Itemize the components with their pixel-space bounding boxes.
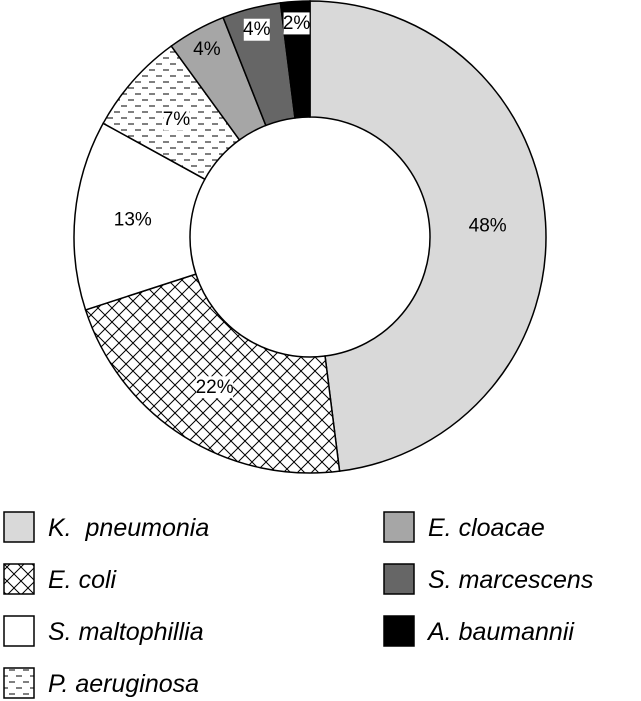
legend-swatch-p-aeruginosa (3, 667, 35, 699)
slice-label-e-cloacae: 4% (193, 39, 221, 60)
legend-label-p-aeruginosa: P. aeruginosa (48, 670, 199, 698)
legend-swatch-s-maltophillia (3, 615, 35, 647)
legend-swatch-e-cloacae (383, 511, 415, 543)
slice-label-bg-p-aeruginosa (163, 108, 190, 131)
slice-label-bg-a-baumannii (283, 12, 310, 35)
slice-label-e-coli: 22% (196, 377, 234, 398)
legend-label-a-baumannii: A. baumannii (426, 618, 575, 646)
legend-label-k-pneumonia: K. pneumonia (48, 514, 209, 542)
legend-label-e-coli: E. coli (48, 566, 118, 594)
slice-label-a-baumannii: 2% (283, 13, 311, 34)
legend-label-s-maltophillia: S. maltophillia (48, 618, 204, 646)
legend-label-s-marcescens: S. marcescens (428, 566, 593, 594)
legend-label-e-cloacae: E. cloacae (428, 514, 545, 542)
donut-slices (73, 0, 547, 474)
legend-swatch-k-pneumonia (3, 511, 35, 543)
slice-label-s-maltophillia: 13% (114, 210, 152, 231)
legend-swatch-s-marcescens (383, 563, 415, 595)
slice-labels: 48% 22% 13% 7% 4% 4% 2% (114, 12, 507, 399)
slice-k-pneumonia (309, 0, 547, 472)
slice-label-bg-s-marcescens (243, 18, 270, 41)
slice-label-p-aeruginosa: 7% (163, 109, 191, 130)
legend-swatch-a-baumannii (383, 615, 415, 647)
legend-swatch-e-coli (3, 563, 35, 595)
slice-label-bg-e-coli (196, 376, 234, 399)
legend: K. pneumonia E. coli S. maltophillia P. aer… (3, 511, 593, 699)
slice-e-coli (84, 273, 341, 474)
slice-s-maltophillia (73, 122, 206, 311)
slice-label-k-pneumonia: 48% (469, 215, 507, 236)
slice-label-s-marcescens: 4% (243, 19, 271, 40)
